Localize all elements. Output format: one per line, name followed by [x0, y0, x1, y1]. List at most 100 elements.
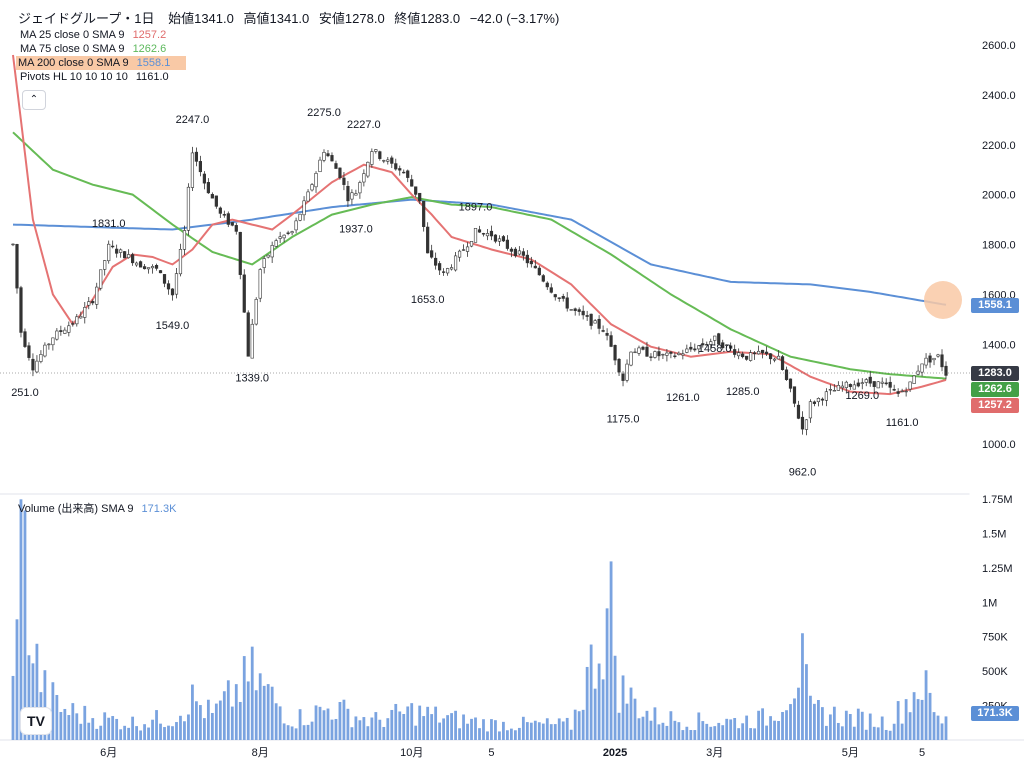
candle[interactable]	[629, 351, 633, 367]
volume-bar[interactable]	[107, 717, 111, 740]
volume-bar[interactable]	[450, 713, 453, 740]
candle[interactable]	[768, 353, 773, 365]
candle[interactable]	[286, 230, 290, 236]
candle[interactable]	[158, 269, 163, 274]
candle[interactable]	[780, 355, 785, 371]
candle[interactable]	[127, 249, 131, 259]
ma75-line[interactable]	[12, 131, 947, 380]
candle[interactable]	[597, 315, 601, 335]
volume-bar[interactable]	[59, 711, 63, 740]
candle[interactable]	[749, 349, 753, 362]
candle[interactable]	[19, 285, 23, 338]
volume-bar[interactable]	[462, 714, 465, 740]
candle[interactable]	[83, 301, 87, 324]
candle[interactable]	[757, 345, 761, 355]
candle[interactable]	[816, 397, 821, 407]
volume-bar[interactable]	[541, 723, 545, 740]
candle[interactable]	[533, 259, 537, 269]
volume-bar[interactable]	[621, 675, 625, 740]
volume-bar[interactable]	[119, 729, 123, 740]
volume-bar[interactable]	[733, 717, 737, 740]
candle[interactable]	[142, 264, 147, 270]
candle[interactable]	[745, 355, 749, 361]
volume-bar[interactable]	[494, 720, 497, 740]
candle[interactable]	[661, 353, 665, 359]
candle[interactable]	[374, 148, 378, 154]
candle[interactable]	[262, 256, 266, 274]
candle[interactable]	[904, 387, 908, 397]
volume-bar[interactable]	[482, 719, 485, 740]
volume-bar[interactable]	[79, 723, 83, 740]
candle[interactable]	[457, 249, 462, 262]
candle[interactable]	[892, 384, 896, 392]
volume-bar[interactable]	[183, 721, 186, 740]
volume-bar[interactable]	[418, 705, 422, 740]
volume-bar[interactable]	[282, 723, 286, 740]
volume-bar[interactable]	[856, 708, 860, 740]
candle[interactable]	[43, 342, 47, 358]
candle[interactable]	[693, 343, 697, 352]
volume-bar[interactable]	[545, 718, 549, 740]
candle[interactable]	[864, 378, 868, 387]
volume-bar[interactable]	[928, 692, 932, 740]
volume-bar[interactable]	[151, 719, 154, 740]
candle[interactable]	[238, 231, 242, 280]
volume-bar[interactable]	[876, 727, 880, 740]
candle[interactable]	[350, 189, 354, 205]
volume-bar[interactable]	[31, 663, 35, 740]
candle[interactable]	[430, 244, 434, 259]
volume-bar[interactable]	[920, 699, 924, 740]
candle[interactable]	[581, 305, 585, 320]
candle[interactable]	[138, 260, 143, 268]
candle[interactable]	[489, 225, 494, 241]
candle[interactable]	[908, 381, 912, 393]
candle[interactable]	[545, 281, 549, 290]
candle[interactable]	[888, 376, 892, 394]
volume-bar[interactable]	[669, 711, 673, 740]
volume-bar[interactable]	[924, 670, 928, 740]
volume-bar[interactable]	[99, 725, 103, 740]
candle[interactable]	[505, 235, 510, 251]
volume-bar[interactable]	[163, 727, 166, 740]
volume-bar[interactable]	[513, 730, 517, 740]
candle[interactable]	[561, 293, 565, 302]
volume-bar[interactable]	[769, 716, 772, 740]
candle[interactable]	[577, 307, 581, 316]
volume-bar[interactable]	[446, 715, 450, 740]
volume-bar[interactable]	[135, 726, 139, 740]
volume-bar[interactable]	[51, 682, 55, 740]
volume-bar[interactable]	[298, 709, 302, 740]
volume-bar[interactable]	[912, 692, 916, 740]
candle[interactable]	[230, 221, 234, 227]
volume-bar[interactable]	[454, 710, 457, 740]
volume-bar[interactable]	[27, 655, 31, 740]
candle[interactable]	[103, 259, 107, 276]
collapse-legend-button[interactable]: ⌃	[22, 90, 46, 110]
volume-bar[interactable]	[278, 706, 282, 740]
candle[interactable]	[67, 321, 71, 337]
volume-bar[interactable]	[414, 725, 418, 740]
candle[interactable]	[844, 380, 848, 394]
candle[interactable]	[509, 247, 513, 258]
volume-bar[interactable]	[565, 717, 569, 740]
volume-bar[interactable]	[350, 727, 354, 740]
candle[interactable]	[461, 244, 466, 252]
volume-bar[interactable]	[382, 726, 386, 740]
candle[interactable]	[796, 400, 801, 420]
candle[interactable]	[294, 217, 298, 234]
candle[interactable]	[701, 338, 705, 348]
candle[interactable]	[605, 328, 609, 341]
candle[interactable]	[852, 380, 856, 390]
candle[interactable]	[449, 264, 454, 271]
candle[interactable]	[621, 371, 625, 387]
ma25-line[interactable]	[12, 54, 947, 396]
candle[interactable]	[298, 213, 302, 222]
volume-bar[interactable]	[370, 717, 374, 740]
candle[interactable]	[824, 388, 828, 407]
candle[interactable]	[39, 350, 43, 364]
candle[interactable]	[537, 265, 541, 276]
candle[interactable]	[270, 241, 274, 263]
candle[interactable]	[896, 388, 900, 397]
candle[interactable]	[166, 280, 171, 295]
volume-bar[interactable]	[525, 722, 529, 740]
